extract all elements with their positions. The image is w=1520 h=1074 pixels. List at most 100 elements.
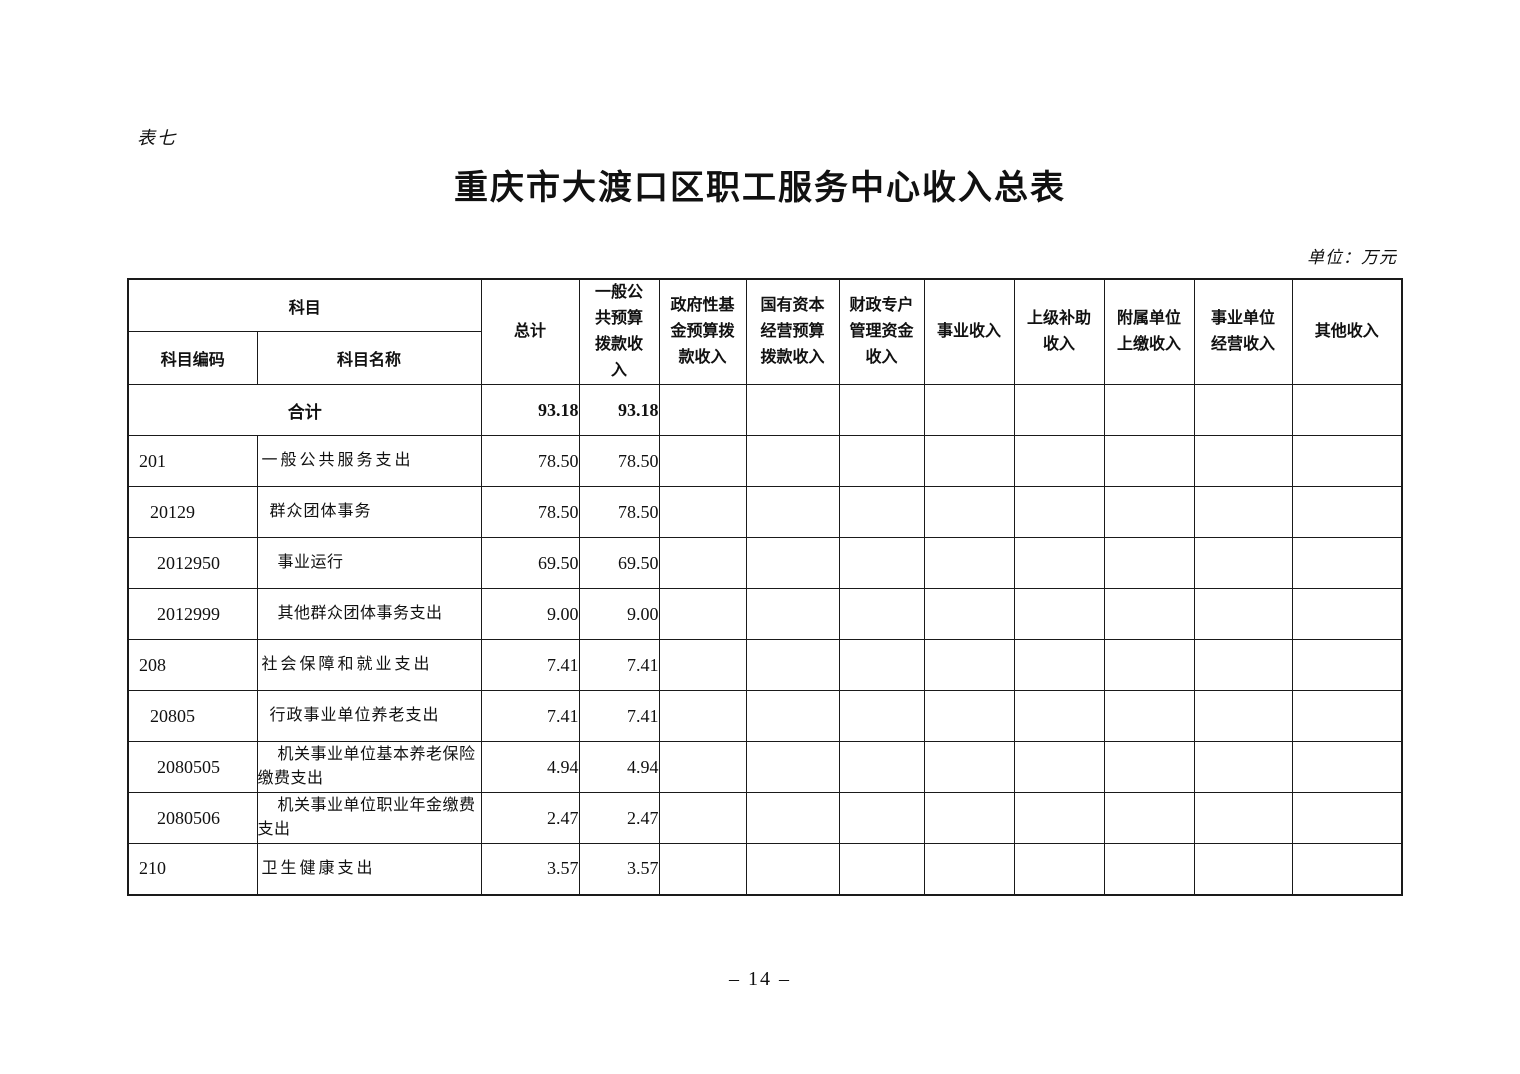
income-column-header: 附属单位上缴收入 bbox=[1103, 278, 1195, 385]
empty-value-cell bbox=[923, 690, 1015, 742]
empty-value-cell bbox=[745, 690, 840, 742]
empty-value-cell bbox=[1103, 486, 1195, 538]
empty-value-cell bbox=[1291, 588, 1403, 640]
empty-value-cell bbox=[1291, 792, 1403, 844]
total-value-cell: 3.57 bbox=[480, 843, 580, 895]
empty-value-cell bbox=[1013, 792, 1105, 844]
empty-value-cell bbox=[1193, 792, 1293, 844]
table-row: 210 卫生健康支出 3.57 3.57 bbox=[127, 843, 1403, 895]
empty-value-cell bbox=[838, 435, 925, 487]
empty-value-cell bbox=[1291, 639, 1403, 691]
empty-value-cell bbox=[838, 843, 925, 895]
total-value-cell: 4.94 bbox=[480, 741, 580, 793]
total-label-cell: 合计 bbox=[127, 384, 482, 436]
empty-value-cell bbox=[658, 792, 747, 844]
total-value-cell: 9.00 bbox=[480, 588, 580, 640]
empty-value-cell bbox=[1193, 537, 1293, 589]
code-cell: 201 bbox=[127, 435, 258, 487]
empty-value-cell bbox=[745, 639, 840, 691]
empty-value-cell bbox=[1013, 486, 1105, 538]
total-value-cell: 7.41 bbox=[480, 639, 580, 691]
total-value-cell: 2.47 bbox=[480, 792, 580, 844]
general-budget-value-cell: 2.47 bbox=[578, 792, 660, 844]
empty-value-cell bbox=[1103, 384, 1195, 436]
general-budget-value-cell: 9.00 bbox=[578, 588, 660, 640]
empty-value-cell bbox=[1291, 843, 1403, 895]
general-budget-value-cell: 3.57 bbox=[578, 843, 660, 895]
empty-value-cell bbox=[1013, 690, 1105, 742]
general-budget-value-cell: 7.41 bbox=[578, 639, 660, 691]
empty-value-cell bbox=[1013, 843, 1105, 895]
empty-value-cell bbox=[1103, 435, 1195, 487]
empty-value-cell bbox=[745, 486, 840, 538]
code-cell: 20805 bbox=[127, 690, 258, 742]
empty-value-cell bbox=[1193, 639, 1293, 691]
header-row-top: 科目 总计 一般公共预算拨款收入 政府性基金预算拨款收入 国有资本经营预算拨款收入 财政… bbox=[127, 278, 1403, 385]
empty-value-cell bbox=[1193, 843, 1293, 895]
code-cell: 20129 bbox=[127, 486, 258, 538]
table-row: 201 一般公共服务支出 78.50 78.50 bbox=[127, 435, 1403, 487]
empty-value-cell bbox=[1291, 384, 1403, 436]
empty-value-cell bbox=[1291, 690, 1403, 742]
empty-value-cell bbox=[745, 537, 840, 589]
empty-value-cell bbox=[1013, 435, 1105, 487]
subject-code-header: 科目编码 bbox=[127, 331, 258, 385]
empty-value-cell bbox=[658, 588, 747, 640]
table-row: 20129 群众团体事务 78.50 78.50 bbox=[127, 486, 1403, 538]
empty-value-cell bbox=[923, 384, 1015, 436]
empty-value-cell bbox=[658, 486, 747, 538]
income-column-header: 政府性基金预算拨款收入 bbox=[658, 278, 747, 385]
code-cell: 2012999 bbox=[127, 588, 258, 640]
table-sequence-label: 表七 bbox=[137, 128, 177, 148]
income-column-header: 财政专户管理资金收入 bbox=[838, 278, 925, 385]
total-value-cell: 93.18 bbox=[480, 384, 580, 436]
page-title: 重庆市大渡口区职工服务中心收入总表 bbox=[454, 170, 1066, 207]
income-column-header: 一般公共预算拨款收入 bbox=[578, 278, 660, 385]
empty-value-cell bbox=[1193, 435, 1293, 487]
code-cell: 2080506 bbox=[127, 792, 258, 844]
empty-value-cell bbox=[923, 843, 1015, 895]
income-column-header: 事业单位经营收入 bbox=[1193, 278, 1293, 385]
empty-value-cell bbox=[923, 486, 1015, 538]
empty-value-cell bbox=[1291, 537, 1403, 589]
income-column-header: 其他收入 bbox=[1291, 278, 1403, 385]
empty-value-cell bbox=[923, 741, 1015, 793]
empty-value-cell bbox=[745, 435, 840, 487]
total-row: 合计 93.18 93.18 bbox=[127, 384, 1403, 436]
empty-value-cell bbox=[1103, 588, 1195, 640]
name-cell: 群众团体事务 bbox=[256, 486, 482, 538]
empty-value-cell bbox=[1013, 639, 1105, 691]
empty-value-cell bbox=[745, 588, 840, 640]
general-budget-value-cell: 78.50 bbox=[578, 486, 660, 538]
general-budget-value-cell: 7.41 bbox=[578, 690, 660, 742]
empty-value-cell bbox=[1193, 741, 1293, 793]
empty-value-cell bbox=[658, 537, 747, 589]
name-cell: 机关事业单位基本养老保险缴费支出 bbox=[256, 741, 482, 793]
income-column-header: 国有资本经营预算拨款收入 bbox=[745, 278, 840, 385]
empty-value-cell bbox=[745, 741, 840, 793]
empty-value-cell bbox=[923, 792, 1015, 844]
general-budget-value-cell: 78.50 bbox=[578, 435, 660, 487]
empty-value-cell bbox=[923, 639, 1015, 691]
table-row: 20805 行政事业单位养老支出 7.41 7.41 bbox=[127, 690, 1403, 742]
empty-value-cell bbox=[745, 384, 840, 436]
general-budget-value-cell: 4.94 bbox=[578, 741, 660, 793]
unit-note: 单位：万元 bbox=[1307, 248, 1397, 267]
empty-value-cell bbox=[745, 792, 840, 844]
total-value-cell: 78.50 bbox=[480, 435, 580, 487]
name-cell: 事业运行 bbox=[256, 537, 482, 589]
header-row-sub: 科目编码 科目名称 bbox=[127, 331, 1402, 385]
table-row: 2012999 其他群众团体事务支出 9.00 9.00 bbox=[127, 588, 1403, 640]
empty-value-cell bbox=[838, 792, 925, 844]
code-cell: 210 bbox=[127, 843, 258, 895]
empty-value-cell bbox=[838, 741, 925, 793]
name-cell: 机关事业单位职业年金缴费支出 bbox=[256, 792, 482, 844]
empty-value-cell bbox=[1291, 435, 1403, 487]
total-value-cell: 7.41 bbox=[480, 690, 580, 742]
empty-value-cell bbox=[1103, 741, 1195, 793]
general-budget-value-cell: 69.50 bbox=[578, 537, 660, 589]
empty-value-cell bbox=[1013, 741, 1105, 793]
name-cell: 卫生健康支出 bbox=[256, 843, 482, 895]
empty-value-cell bbox=[1193, 384, 1293, 436]
empty-value-cell bbox=[1103, 537, 1195, 589]
